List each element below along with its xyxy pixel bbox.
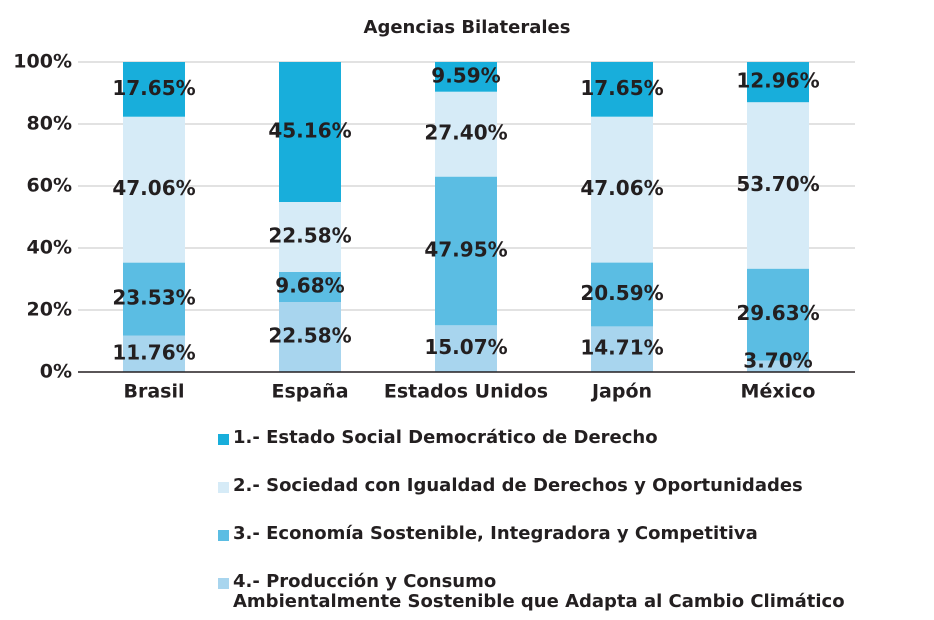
legend-label: 3.- Economía Sostenible, Integradora y C… bbox=[233, 523, 758, 544]
bar-segment bbox=[435, 91, 497, 177]
bar-segment bbox=[591, 61, 653, 117]
bar-segment bbox=[279, 302, 341, 372]
data-label: 17.65% bbox=[580, 76, 663, 100]
data-label: 53.70% bbox=[736, 172, 819, 196]
y-tick-label: 60% bbox=[27, 175, 72, 197]
data-label: 29.63% bbox=[736, 301, 819, 325]
x-tick-label: Brasil bbox=[123, 381, 184, 403]
legend-label: 4.- Producción y Consumo Ambientalmente … bbox=[233, 571, 845, 612]
legend: 1.- Estado Social Democrático de Derecho… bbox=[218, 428, 845, 620]
legend-item: 1.- Estado Social Democrático de Derecho bbox=[218, 428, 845, 476]
y-tick-label: 0% bbox=[40, 361, 72, 383]
data-label: 12.96% bbox=[736, 69, 819, 93]
data-label: 14.71% bbox=[580, 336, 663, 360]
bar-segment bbox=[123, 262, 185, 336]
x-tick-label: Estados Unidos bbox=[384, 381, 548, 403]
x-tick-label: Japón bbox=[590, 381, 652, 403]
legend-item: 3.- Economía Sostenible, Integradora y C… bbox=[218, 524, 845, 572]
chart: Agencias Bilaterales 0% 20% 40% 60% 80% 100% B… bbox=[13, 17, 855, 403]
data-label: 20.59% bbox=[580, 281, 663, 305]
data-label: 9.59% bbox=[431, 63, 500, 87]
bar-segment bbox=[435, 325, 497, 372]
bar-segment bbox=[123, 335, 185, 372]
legend-swatch bbox=[218, 530, 229, 541]
bar-segment bbox=[747, 102, 809, 269]
data-label: 11.76% bbox=[112, 340, 195, 364]
data-label: 17.65% bbox=[112, 76, 195, 100]
y-tick-label: 100% bbox=[13, 51, 72, 73]
legend-item: 2.- Sociedad con Igualdad de Derechos y … bbox=[218, 476, 845, 524]
data-label: 47.95% bbox=[424, 237, 507, 261]
bar-segment bbox=[591, 262, 653, 327]
bar-segment bbox=[435, 176, 497, 326]
data-label: 15.07% bbox=[424, 335, 507, 359]
bar-segment bbox=[747, 62, 809, 103]
chart-title: Agencias Bilaterales bbox=[364, 17, 571, 38]
legend-swatch bbox=[218, 482, 229, 493]
bar-segment bbox=[279, 201, 341, 272]
bar-segment bbox=[747, 360, 809, 372]
legend-label: 2.- Sociedad con Igualdad de Derechos y … bbox=[233, 475, 803, 496]
data-label: 23.53% bbox=[112, 286, 195, 310]
data-label: 27.40% bbox=[424, 121, 507, 145]
data-label: 47.06% bbox=[112, 176, 195, 200]
x-tick-label: México bbox=[741, 381, 816, 403]
data-label: 22.58% bbox=[268, 324, 351, 348]
bar-segment bbox=[591, 326, 653, 372]
legend-item: 4.- Producción y Consumo Ambientalmente … bbox=[218, 572, 845, 620]
data-label: 9.68% bbox=[275, 273, 344, 297]
legend-swatch bbox=[218, 578, 229, 589]
bar-segment bbox=[435, 61, 497, 92]
bar-segment bbox=[279, 62, 341, 202]
x-tick-label: España bbox=[271, 381, 348, 403]
data-label: 3.70% bbox=[743, 349, 812, 373]
bar-segment bbox=[123, 62, 185, 117]
data-label: 47.06% bbox=[580, 176, 663, 200]
legend-swatch bbox=[218, 434, 229, 445]
legend-label: 1.- Estado Social Democrático de Derecho bbox=[233, 427, 658, 448]
bar-segment bbox=[591, 116, 653, 263]
data-label: 22.58% bbox=[268, 223, 351, 247]
y-tick-label: 20% bbox=[27, 299, 72, 321]
bar-segment bbox=[279, 271, 341, 303]
y-tick-label: 80% bbox=[27, 113, 72, 135]
data-label: 45.16% bbox=[268, 118, 351, 142]
bar-segment bbox=[123, 116, 185, 263]
y-tick-label: 40% bbox=[27, 237, 72, 259]
bar-segment bbox=[747, 268, 809, 361]
